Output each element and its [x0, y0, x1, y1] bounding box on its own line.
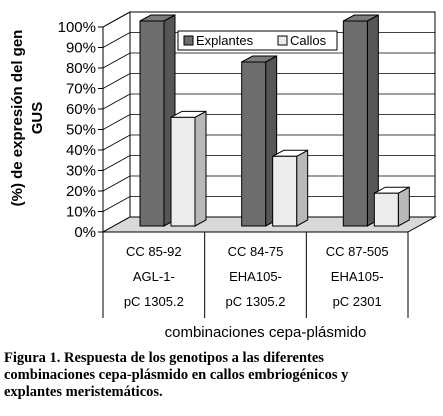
- caption-line-3: explantes meristemáticos.: [4, 384, 163, 400]
- y-tick-label: 70%: [66, 81, 96, 98]
- legend-box: [177, 30, 338, 51]
- bar: [373, 192, 399, 227]
- y-tick-label: 100%: [58, 19, 96, 36]
- y-tick-label: 30%: [66, 163, 96, 180]
- caption-line-2: combinaciones cepa-plásmido en callos em…: [4, 367, 349, 383]
- bar-side: [397, 186, 410, 227]
- y-tick-label: 80%: [66, 60, 96, 77]
- category-label: AGL-1-: [133, 269, 175, 284]
- gridline: [102, 134, 435, 151]
- y-axis-title-line-1: (%) de expresión del gen: [9, 30, 26, 207]
- bar: [342, 20, 368, 227]
- gridline: [102, 175, 435, 192]
- category-label: EHA105-: [331, 269, 384, 284]
- bar: [139, 20, 165, 227]
- y-tick-label: 20%: [66, 183, 96, 200]
- legend-label: Explantes: [196, 33, 254, 48]
- category-label: CC 85-92: [126, 244, 182, 259]
- y-tick-label: 50%: [66, 122, 96, 139]
- gridline: [102, 114, 435, 130]
- y-tick-label: 40%: [66, 142, 96, 159]
- category-label: CC 87-505: [326, 244, 389, 259]
- x-axis-title: combinaciones cepa-plásmido: [165, 324, 367, 341]
- gridline: [102, 196, 435, 212]
- gridline: [102, 155, 435, 171]
- bar-chart: 0% 10% 20% 30% 40% 50% 60% 70% 80% 90% 100% CC 85-9…: [9, 11, 437, 341]
- y-axis-title-line-2: GUS: [29, 102, 46, 135]
- y-tick-label: 60%: [66, 101, 96, 118]
- y-tick-label: 10%: [66, 204, 96, 221]
- gridline: [102, 93, 435, 110]
- category-label: pC 2301: [333, 294, 382, 309]
- bar: [241, 61, 267, 227]
- category-label: pC 1305.2: [226, 294, 286, 309]
- legend-label: Callos: [290, 33, 327, 48]
- bar: [272, 155, 298, 227]
- bar: [170, 116, 196, 227]
- legend-swatch: [277, 35, 288, 46]
- figure-caption: Figura 1. Respuesta de los genotipos a l…: [4, 350, 440, 401]
- bar-side: [296, 149, 309, 227]
- gridline: [102, 52, 435, 69]
- category-label: pC 1305.2: [124, 294, 184, 309]
- caption-line-1: Figura 1. Respuesta de los genotipos a l…: [4, 350, 324, 366]
- gridline: [102, 73, 435, 89]
- y-tick-label: 0%: [74, 224, 96, 241]
- category-label: EHA105-: [229, 269, 282, 284]
- gridline: [102, 11, 435, 28]
- bar-side: [194, 110, 207, 227]
- category-label: CC 84-75: [228, 244, 284, 259]
- legend-swatch: [183, 35, 194, 46]
- y-tick-label: 90%: [66, 40, 96, 57]
